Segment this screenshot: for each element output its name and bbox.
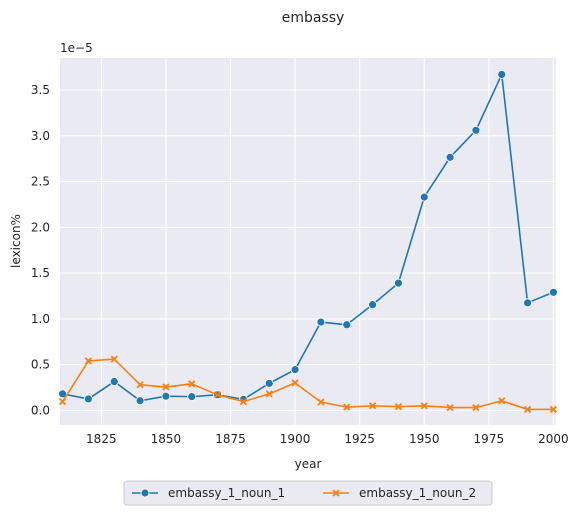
data-point xyxy=(445,152,455,162)
data-point xyxy=(317,398,325,406)
x-axis-label: year xyxy=(295,457,322,471)
data-point xyxy=(368,402,377,410)
y-tick-labels: 0.0 0.5 1.0 1.5 2.0 2.5 3.0 3.5 xyxy=(31,83,50,417)
data-point xyxy=(265,390,273,398)
x-tick-label: 1850 xyxy=(151,432,182,446)
data-point xyxy=(498,397,506,405)
data-point xyxy=(264,378,274,388)
y-tick-label: 2.0 xyxy=(31,220,50,234)
legend-label: embassy_1_noun_2 xyxy=(359,486,476,500)
y-offset-text: 1e−5 xyxy=(60,41,93,55)
data-point xyxy=(135,396,145,406)
legend-marker xyxy=(332,489,340,497)
legend-box xyxy=(123,480,493,506)
series-layer xyxy=(58,70,558,414)
data-point xyxy=(523,405,532,414)
data-point xyxy=(549,405,558,414)
data-point xyxy=(110,355,118,363)
legend-label: embassy_1_noun_1 xyxy=(168,486,285,500)
y-tick-label: 2.5 xyxy=(31,175,50,189)
x-tick-label: 2000 xyxy=(538,432,569,446)
chart-title: embassy xyxy=(282,10,345,26)
x-tick-label: 1825 xyxy=(86,432,117,446)
x-tick-label: 1950 xyxy=(409,432,440,446)
legend-marker xyxy=(140,488,150,498)
data-point xyxy=(471,125,481,135)
data-point xyxy=(84,357,93,365)
data-point xyxy=(136,381,144,389)
x-tick-label: 1975 xyxy=(474,432,505,446)
data-point xyxy=(239,398,248,406)
data-point xyxy=(368,300,377,310)
grid xyxy=(60,58,556,425)
data-point xyxy=(187,392,197,402)
data-point xyxy=(291,379,299,387)
data-point xyxy=(162,383,170,391)
data-point xyxy=(497,70,507,79)
y-tick-label: 3.0 xyxy=(31,129,50,143)
y-axis-label: lexicon% xyxy=(9,214,23,268)
data-point xyxy=(523,298,532,308)
y-tick-label: 0.5 xyxy=(31,358,50,372)
data-point xyxy=(394,403,403,411)
data-point xyxy=(84,394,93,404)
data-point xyxy=(343,403,351,411)
data-point xyxy=(161,391,171,401)
data-point xyxy=(109,377,119,386)
legend: embassy_1_noun_1 embassy_1_noun_2 xyxy=(123,480,493,506)
data-point xyxy=(420,402,428,410)
data-point xyxy=(188,380,196,388)
data-point xyxy=(342,320,352,330)
data-point xyxy=(213,391,222,399)
data-point xyxy=(58,398,67,406)
y-tick-label: 3.5 xyxy=(31,83,50,97)
data-point xyxy=(419,192,429,202)
data-point xyxy=(316,317,326,327)
data-point xyxy=(446,403,454,412)
x-tick-label: 1875 xyxy=(215,432,246,446)
x-tick-label: 1925 xyxy=(344,432,375,446)
x-tick-labels: 1825 1850 1875 1900 1925 1950 1975 2000 xyxy=(86,432,569,446)
data-point xyxy=(472,403,480,412)
plot-area xyxy=(60,58,556,425)
y-tick-label: 0.0 xyxy=(31,403,50,417)
series-line-2 xyxy=(61,358,554,411)
y-tick-label: 1.5 xyxy=(31,266,50,280)
data-point xyxy=(549,287,558,297)
y-tick-label: 1.0 xyxy=(31,312,50,326)
data-point xyxy=(394,278,403,288)
data-point xyxy=(290,365,300,375)
x-tick-label: 1900 xyxy=(280,432,311,446)
